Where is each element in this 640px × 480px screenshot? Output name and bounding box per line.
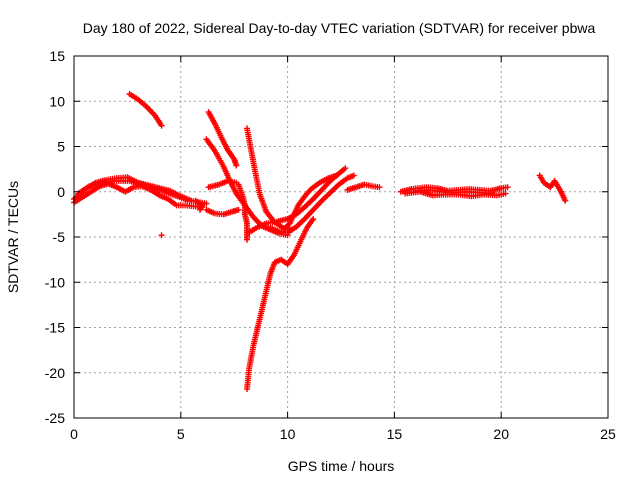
y-tick-label: -15	[45, 320, 65, 336]
data-point-marker	[310, 215, 317, 222]
data-point-marker	[350, 172, 357, 179]
data-point-marker	[203, 200, 210, 207]
data-point-marker	[184, 196, 191, 203]
x-tick-label: 20	[493, 426, 509, 442]
x-tick-label: 25	[600, 426, 616, 442]
y-tick-label: -20	[45, 365, 65, 381]
data-point-marker	[158, 232, 165, 239]
series-isolated-point	[158, 232, 165, 239]
y-tick-label: -25	[45, 410, 65, 426]
x-tick-label: 15	[387, 426, 403, 442]
y-tick-label: 10	[49, 93, 65, 109]
series-band-15-20h-mid	[412, 186, 496, 197]
series-rising-arc-c	[280, 172, 340, 233]
series-descending-arc-a	[126, 91, 165, 129]
y-tick-label: -10	[45, 274, 65, 290]
y-tick-label: 5	[57, 139, 65, 155]
series-short-segment-b	[203, 206, 242, 218]
series-track-near-22h	[536, 172, 569, 204]
data-point-marker	[285, 221, 292, 228]
x-tick-label: 5	[177, 426, 185, 442]
y-tick-label: 15	[49, 48, 65, 64]
x-axis-label: GPS time / hours	[288, 458, 395, 474]
x-tick-label: 10	[280, 426, 296, 442]
y-axis-label: SDTVAR / TECUs	[5, 181, 21, 293]
data-point-marker	[502, 190, 509, 197]
data-point-marker	[376, 184, 383, 191]
series-deep-rising-arc	[244, 215, 317, 393]
data-point-marker	[489, 190, 496, 197]
grid-lines	[74, 56, 608, 418]
series-descending-arc-b	[205, 109, 240, 169]
data-point-marker	[244, 236, 251, 243]
data-point-marker	[562, 197, 569, 204]
series-short-segment-a	[205, 177, 240, 191]
data-points	[71, 91, 569, 393]
y-tick-label: 0	[57, 184, 65, 200]
chart-title: Day 180 of 2022, Sidereal Day-to-day VTE…	[83, 20, 596, 36]
y-tick-label: -5	[53, 229, 66, 245]
data-point-marker	[235, 206, 242, 213]
series-step-segment	[235, 181, 251, 243]
x-tick-label: 0	[70, 426, 78, 442]
data-point-marker	[333, 172, 340, 179]
data-point-marker	[504, 184, 511, 191]
data-point-marker	[233, 162, 240, 169]
data-point-marker	[197, 206, 204, 213]
series-early-band-mid	[75, 177, 191, 203]
series-track-near-12h	[344, 181, 383, 193]
series-short-segment-c	[192, 197, 206, 213]
data-point-marker	[158, 122, 165, 129]
axis-ticks: 0 5 10 15 20 25 15 10 5 0 -5 -10 -15 -20 -25	[45, 48, 616, 442]
series-rising-arc-b	[267, 172, 357, 236]
data-point-marker	[342, 165, 349, 172]
